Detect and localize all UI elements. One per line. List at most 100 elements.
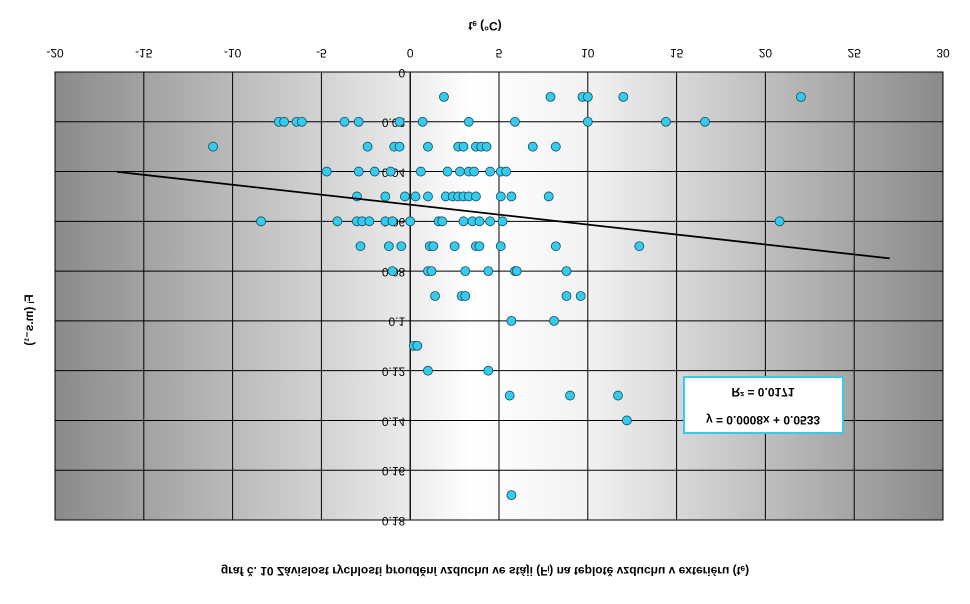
data-point	[545, 91, 556, 102]
data-point	[774, 216, 785, 227]
data-point	[355, 241, 366, 252]
data-point	[460, 266, 471, 277]
data-point	[296, 116, 307, 127]
y-tick-label: 0.12	[382, 364, 406, 378]
equation-box	[683, 376, 844, 434]
data-point	[332, 216, 343, 227]
r-squared: R² = 0.0171	[731, 385, 794, 399]
data-point	[387, 266, 398, 277]
flipped-chart: graf č. 10 Závislost rychlosti proudění …	[22, 19, 950, 578]
x-tick-label: 25	[848, 46, 862, 60]
data-point	[501, 166, 512, 177]
x-tick-label: 15	[670, 46, 684, 60]
data-point	[504, 390, 515, 401]
data-point	[256, 216, 266, 227]
x-tick-label: 20	[759, 46, 773, 60]
caption: graf č. 10 Závislost rychlosti proudění …	[221, 564, 749, 578]
data-point	[208, 141, 218, 152]
x-tick-label: 30	[936, 46, 950, 60]
data-point	[417, 116, 428, 127]
data-point	[423, 365, 433, 376]
x-tick-label: -5	[316, 46, 327, 60]
data-point	[561, 291, 572, 301]
data-point	[543, 191, 554, 202]
data-point	[527, 141, 538, 152]
data-point	[463, 116, 474, 127]
data-point	[428, 241, 439, 252]
data-point	[458, 141, 469, 152]
data-point	[474, 216, 485, 227]
data-point	[394, 116, 405, 127]
data-point	[621, 415, 632, 426]
data-point	[561, 266, 572, 277]
data-point	[383, 241, 394, 252]
data-point	[339, 116, 350, 127]
data-point	[700, 116, 710, 127]
x-tick-label: -20	[46, 46, 64, 60]
data-point	[495, 241, 506, 252]
data-point	[460, 291, 471, 301]
data-point	[613, 390, 623, 401]
y-tick-label: 0	[399, 66, 406, 80]
data-point	[483, 365, 494, 376]
data-point	[511, 266, 522, 277]
data-point	[550, 241, 561, 252]
data-point	[380, 191, 391, 202]
data-point	[426, 266, 437, 277]
data-point	[385, 166, 396, 177]
data-point	[394, 141, 405, 152]
data-point	[506, 490, 517, 501]
data-point	[550, 141, 561, 152]
x-tick-label: -10	[224, 46, 242, 60]
x-tick-label: -15	[135, 46, 153, 60]
data-point	[410, 191, 421, 202]
data-point	[353, 166, 364, 177]
data-point	[549, 315, 559, 326]
data-point	[471, 191, 481, 202]
x-tick-label: 5	[496, 46, 503, 60]
data-point	[321, 166, 332, 177]
data-point	[430, 291, 440, 301]
data-point	[437, 216, 448, 227]
data-point	[423, 141, 433, 152]
data-point	[405, 216, 416, 227]
data-point	[474, 241, 485, 252]
data-point	[575, 291, 586, 301]
data-point	[458, 216, 469, 227]
data-point	[412, 340, 423, 351]
data-point	[369, 166, 380, 177]
x-axis-title: tₑ (°C)	[468, 19, 501, 33]
data-point	[485, 166, 496, 177]
data-point	[362, 141, 373, 152]
data-point	[483, 266, 494, 277]
data-point	[396, 241, 407, 252]
data-point	[442, 166, 453, 177]
y-tick-label: 0.14	[382, 414, 406, 428]
data-point	[423, 191, 433, 202]
data-point	[565, 390, 575, 401]
data-point	[634, 241, 645, 252]
y-tick-label: 0.18	[382, 514, 406, 528]
data-point	[387, 216, 398, 227]
data-point	[506, 315, 517, 326]
equation: y = 0.0008x + 0.0533	[706, 413, 820, 427]
data-point	[485, 216, 496, 227]
data-point	[510, 116, 520, 127]
data-point	[439, 91, 449, 102]
data-point	[469, 166, 480, 177]
data-point	[506, 191, 517, 202]
data-point	[481, 141, 492, 152]
data-point	[661, 116, 671, 127]
data-point	[497, 216, 508, 227]
data-point	[582, 91, 593, 102]
data-point	[449, 241, 460, 252]
data-point	[455, 166, 465, 177]
data-point	[279, 116, 290, 127]
y-axis-title: Fᵢ (m.s⁻¹)	[22, 294, 36, 345]
data-point	[399, 191, 410, 202]
x-tick-label: 10	[581, 46, 595, 60]
x-tick-label: 0	[407, 46, 414, 60]
data-point	[495, 191, 506, 202]
trendline	[117, 170, 890, 260]
